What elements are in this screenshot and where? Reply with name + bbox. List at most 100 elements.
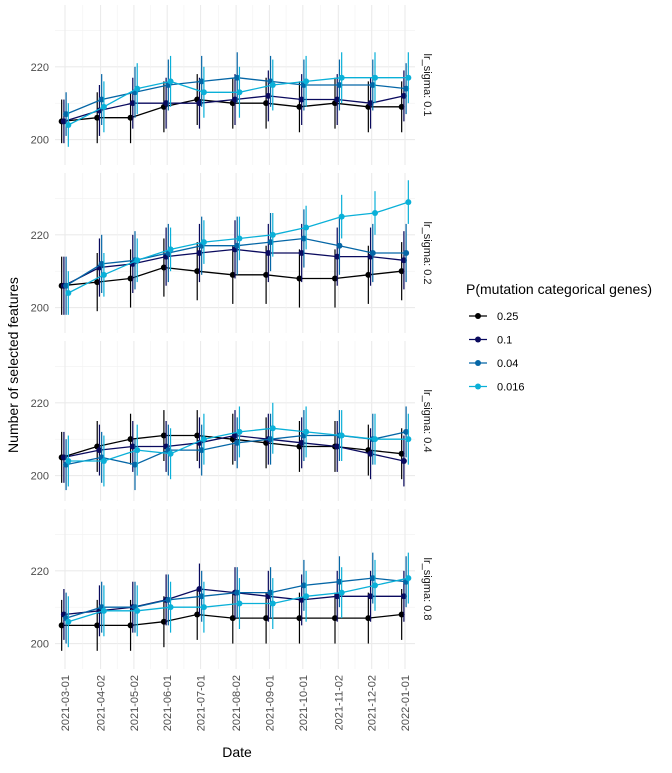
data-point <box>234 589 241 596</box>
data-point <box>65 458 72 464</box>
legend-entry: 0.04 <box>469 358 518 370</box>
data-point <box>336 578 343 585</box>
data-point <box>198 78 205 85</box>
legend-label: 0.1 <box>497 335 512 347</box>
x-tick-label: 2021-11-02 <box>333 675 345 730</box>
data-point <box>338 213 345 220</box>
data-point <box>65 290 72 296</box>
data-point <box>98 260 105 267</box>
data-point <box>334 593 341 600</box>
data-point <box>232 432 238 439</box>
data-point <box>263 271 270 278</box>
legend-label: 0.04 <box>497 358 518 370</box>
legend-label: 0.016 <box>497 382 525 394</box>
data-point <box>167 246 174 253</box>
x-tick-label: 2022-01-01 <box>400 675 412 731</box>
data-point <box>198 447 205 454</box>
x-tick-label: 2021-03-01 <box>60 675 72 731</box>
data-point <box>300 235 307 242</box>
data-point <box>372 436 378 443</box>
data-point <box>403 85 410 92</box>
data-point <box>267 436 274 443</box>
data-point <box>236 428 243 435</box>
data-point <box>229 271 236 278</box>
y-tick-label: 200 <box>31 135 49 147</box>
series-0.016 <box>65 180 412 315</box>
data-point <box>58 622 65 629</box>
x-tick-label: 2021-04-02 <box>96 675 108 731</box>
y-tick-label: 220 <box>31 398 49 410</box>
facet-strip-label: lr_sigma: 0.8 <box>421 558 433 621</box>
data-point <box>365 271 372 278</box>
data-point <box>400 92 407 99</box>
data-point <box>265 92 272 99</box>
data-point <box>369 575 376 582</box>
data-point <box>265 250 272 256</box>
data-point <box>263 100 270 107</box>
data-point <box>334 96 341 103</box>
legend: P(mutation categorical genes) 0.25 0.1 0.0… <box>466 281 652 394</box>
data-point <box>200 89 207 96</box>
series-0.04 <box>63 52 410 136</box>
data-point <box>403 250 410 256</box>
data-point <box>100 103 107 110</box>
y-tick-label: 220 <box>31 230 49 242</box>
data-point <box>129 100 136 107</box>
data-point <box>405 199 412 206</box>
data-point <box>234 242 241 249</box>
data-point <box>232 96 238 103</box>
legend-entry: 0.1 <box>469 335 512 347</box>
series-0.016 <box>65 402 412 487</box>
data-point <box>196 100 203 107</box>
data-point <box>405 74 412 81</box>
data-point <box>236 89 243 96</box>
data-point <box>60 454 67 461</box>
data-point <box>303 78 310 85</box>
data-point <box>369 82 376 88</box>
data-point <box>269 600 276 607</box>
data-point <box>167 604 174 611</box>
legend-key-point <box>475 336 481 343</box>
data-point <box>263 615 270 622</box>
data-point <box>167 450 174 457</box>
series-0.25 <box>58 589 405 651</box>
facet-panel: 200 220 lr_sigma: 0.2 <box>31 173 433 333</box>
data-point <box>96 447 103 454</box>
series-0.1 <box>60 220 407 315</box>
data-point <box>194 268 201 275</box>
x-axis-title: Date <box>222 744 252 760</box>
data-point <box>200 436 207 443</box>
data-point <box>63 282 70 289</box>
data-point <box>338 74 345 81</box>
data-point <box>269 231 276 238</box>
data-point <box>63 111 70 118</box>
data-point <box>194 432 201 439</box>
data-point <box>200 604 207 611</box>
data-point <box>200 239 207 246</box>
data-point <box>65 122 72 128</box>
data-point <box>398 611 405 618</box>
data-point <box>400 257 407 264</box>
data-point <box>296 615 303 622</box>
data-point <box>367 593 374 600</box>
legend-label: 0.25 <box>497 311 518 323</box>
data-point <box>132 461 138 468</box>
data-point <box>369 250 376 256</box>
series-0.04 <box>63 552 410 644</box>
x-axis: 2021-03-01 2021-04-02 2021-05-02 2021-06-01… <box>60 675 412 731</box>
data-point <box>269 82 276 88</box>
facet-strip-label: lr_sigma: 0.4 <box>421 390 433 453</box>
x-tick-label: 2021-10-01 <box>298 675 310 731</box>
data-point <box>194 611 201 618</box>
facet-strip-label: lr_sigma: 0.1 <box>421 54 433 117</box>
data-point <box>98 96 105 103</box>
data-point <box>303 428 310 435</box>
data-point <box>334 253 341 260</box>
data-point <box>405 575 412 582</box>
data-point <box>400 458 407 464</box>
y-tick-label: 200 <box>31 303 49 315</box>
data-point <box>234 74 241 81</box>
